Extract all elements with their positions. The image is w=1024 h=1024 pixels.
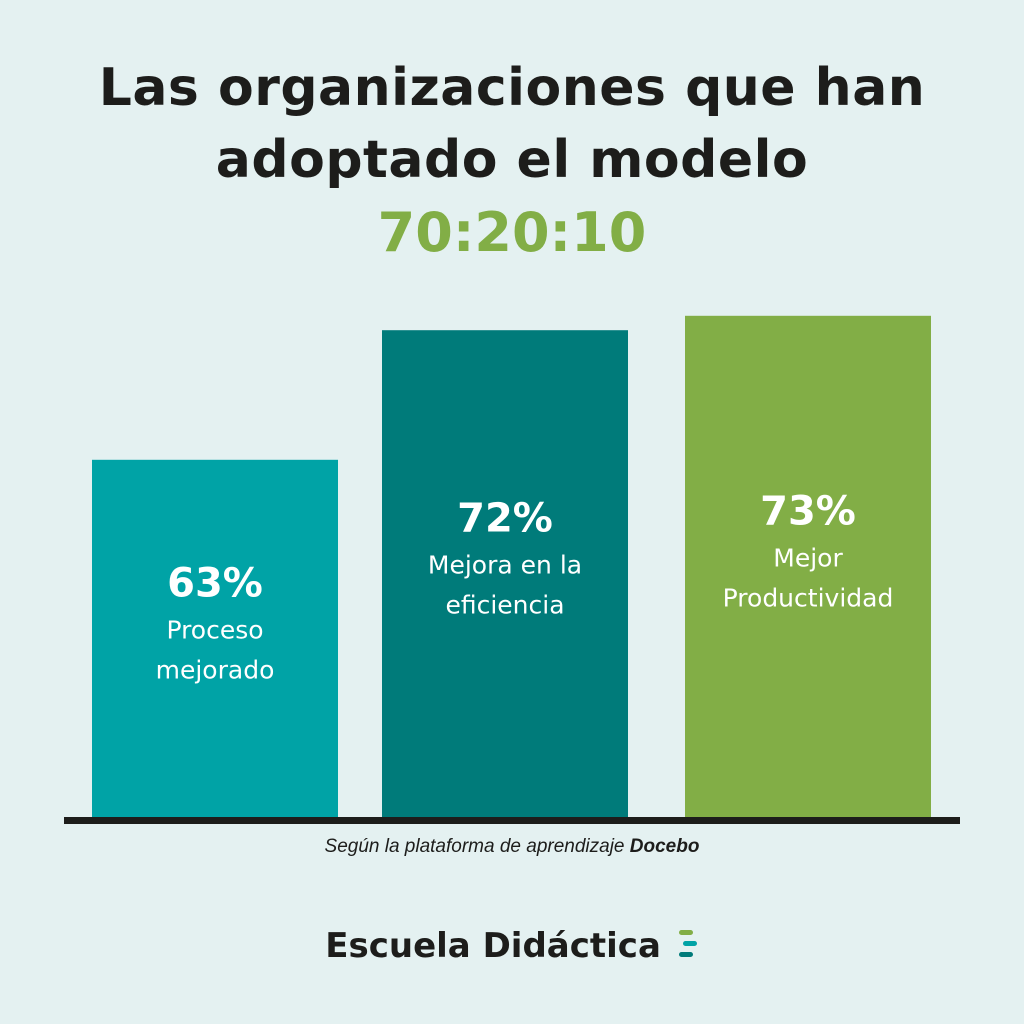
bar-category-label-3-line-2: Productividad xyxy=(723,583,894,612)
bar-value-label-3: 73% xyxy=(760,488,856,534)
bar-category-label-2-line-2: eficiencia xyxy=(445,591,564,620)
bar-value-label-1: 63% xyxy=(167,560,263,606)
bar-2 xyxy=(382,330,628,817)
source-name: Docebo xyxy=(629,836,700,857)
bar-value-label-2: 72% xyxy=(457,496,553,542)
brand-name: Escuela Didáctica xyxy=(325,926,661,966)
title-line-2: adoptado el modelo xyxy=(215,130,809,190)
brand-footer: Escuela Didáctica xyxy=(0,926,1024,966)
bar-category-label-1-line-2: mejorado xyxy=(156,655,275,684)
bar-category-label-2-line-1: Mejora en la xyxy=(428,551,582,580)
brand-logo-icon xyxy=(678,929,697,957)
chart-baseline xyxy=(64,817,960,824)
bar-3 xyxy=(685,315,931,817)
source-note: Según la plataforma de aprendizaje Doceb… xyxy=(0,836,1024,858)
title-block: Las organizaciones que han adoptado el m… xyxy=(0,52,1024,270)
source-prefix: Según la plataforma de aprendizaje xyxy=(324,836,630,857)
title-line-1: Las organizaciones que han xyxy=(98,58,926,118)
bar-category-label-3-line-1: Mejor xyxy=(773,543,843,572)
bar-category-label-1-line-1: Proceso xyxy=(166,615,263,644)
bar-1 xyxy=(92,459,338,817)
title-accent: 70:20:10 xyxy=(377,201,647,264)
